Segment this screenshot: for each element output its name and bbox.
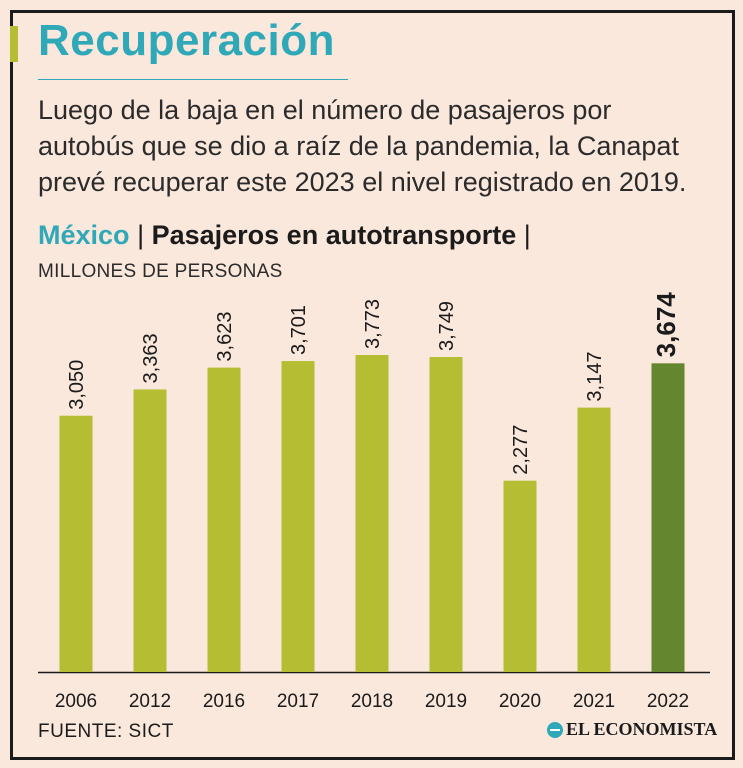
value-label-2012: 3,363: [140, 333, 162, 383]
category-label-2021: 2021: [573, 691, 615, 712]
subtitle-separator-end: |: [523, 220, 531, 250]
subtitle-label: Pasajeros en autotransporte: [151, 220, 517, 250]
category-label-2019: 2019: [425, 691, 467, 712]
value-label-2006: 3,050: [66, 360, 88, 410]
bar-2018: [355, 355, 389, 672]
title-accent-bar: [10, 26, 18, 62]
bar-2021: [577, 407, 611, 672]
brand-logo: EL ECONOMISTA: [547, 719, 717, 740]
category-label-2006: 2006: [55, 691, 97, 712]
category-label-2020: 2020: [499, 691, 541, 712]
bar-2006: [59, 415, 93, 672]
bar-2019: [429, 357, 463, 672]
bar-2016: [207, 367, 241, 672]
category-label-2012: 2012: [129, 691, 171, 712]
category-label-2017: 2017: [277, 691, 319, 712]
page-title: Recuperación: [38, 16, 335, 65]
subtitle-country: México: [38, 220, 130, 250]
title-divider: [38, 79, 348, 80]
value-label-2017: 3,701: [288, 305, 310, 355]
category-label-2022: 2022: [647, 691, 689, 712]
bar-2017: [281, 361, 315, 672]
brand-name: EL ECONOMISTA: [566, 719, 718, 739]
category-label-2018: 2018: [351, 691, 393, 712]
value-label-2021: 3,147: [584, 352, 606, 402]
value-label-2020: 2,277: [510, 425, 532, 475]
source-note: FUENTE: SICT: [38, 721, 174, 742]
description-text: Luego de la baja en el número de pasajer…: [38, 95, 687, 197]
chart-subtitle: México | Pasajeros en autotransporte |: [38, 220, 531, 251]
category-label-2016: 2016: [203, 691, 245, 712]
value-label-2016: 3,623: [214, 312, 236, 362]
subtitle-separator: |: [137, 220, 145, 250]
bar-2012: [133, 389, 167, 672]
value-label-2018: 3,773: [362, 299, 384, 349]
units-label: MILLONES DE PERSONAS: [38, 261, 283, 282]
bar-2020: [503, 480, 537, 672]
value-label-2022: 3,674: [651, 292, 681, 358]
bar-2022: [651, 363, 685, 672]
value-label-2019: 3,749: [436, 301, 458, 351]
el-economista-logo-icon: [547, 721, 563, 738]
